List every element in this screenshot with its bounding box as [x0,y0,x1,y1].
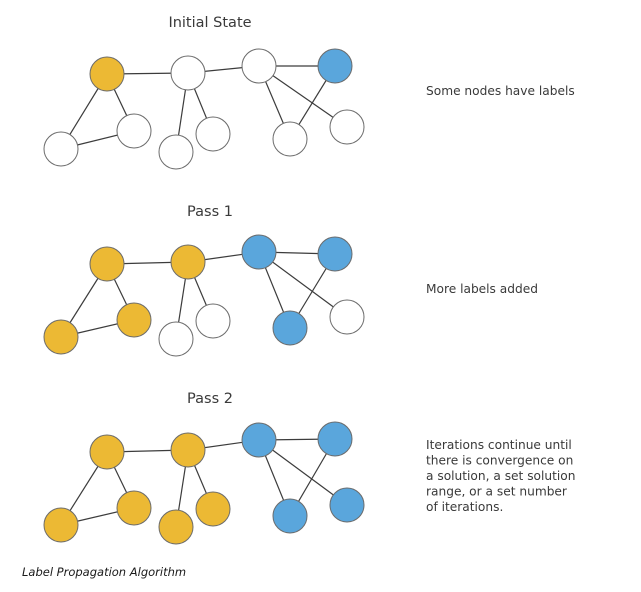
note-line: of iterations. [426,500,503,514]
node-right-top-left [241,422,277,458]
stage-title: Pass 2 [187,391,233,407]
node-middle-bottom-right [195,116,231,152]
node-middle-top [170,432,206,468]
node-right-bottom-left [272,310,308,346]
node-right-bottom-right [329,487,365,523]
node-middle-top [170,55,206,91]
stage-note: More labels added [426,282,538,296]
graph-nodes [43,48,365,170]
note-line: range, or a set number [426,485,568,499]
node-right-top-left [241,234,277,270]
figure-caption: Label Propagation Algorithm [22,565,186,579]
node-middle-top [170,244,206,280]
stage-title: Initial State [168,15,251,31]
graph-nodes [43,234,365,357]
node-left-bottom-left [43,319,79,355]
note-line: a solution, a set solution [426,469,575,483]
node-middle-bottom-right [195,491,231,527]
graph-edge [258,65,348,128]
node-right-bottom-right [329,299,365,335]
graph-edge [258,439,348,506]
note-line: Iterations continue until [426,438,572,452]
node-left-top [89,56,125,92]
node-right-top-left [241,48,277,84]
stage-title: Pass 1 [187,204,233,220]
stage-pass-1: Pass 1 More labels added [43,204,538,357]
node-middle-bottom-left [158,509,194,545]
node-left-bottom-right [116,302,152,338]
node-left-top [89,246,125,282]
node-middle-bottom-left [158,134,194,170]
stage-note: Iterations continue until there is conve… [426,438,579,514]
note-line: Some nodes have labels [426,84,575,98]
node-right-top-right [317,421,353,457]
node-right-top-right [317,48,353,84]
stage-pass-2: Pass 2 Iterations continue until there i… [43,391,579,545]
node-middle-bottom-right [195,303,231,339]
note-line: there is convergence on [426,454,573,468]
graph-edge [258,251,348,318]
node-left-bottom-left [43,131,79,167]
node-middle-bottom-left [158,321,194,357]
stage-initial-state: Initial State Some nodes have labels [43,15,575,170]
node-right-bottom-left [272,121,308,157]
stage-note: Some nodes have labels [426,84,575,98]
note-line: More labels added [426,282,538,296]
node-left-bottom-right [116,490,152,526]
node-left-bottom-left [43,507,79,543]
node-right-bottom-left [272,498,308,534]
node-right-top-right [317,236,353,272]
node-right-bottom-right [329,109,365,145]
graph-nodes [43,421,365,545]
node-left-bottom-right [116,113,152,149]
node-left-top [89,434,125,470]
